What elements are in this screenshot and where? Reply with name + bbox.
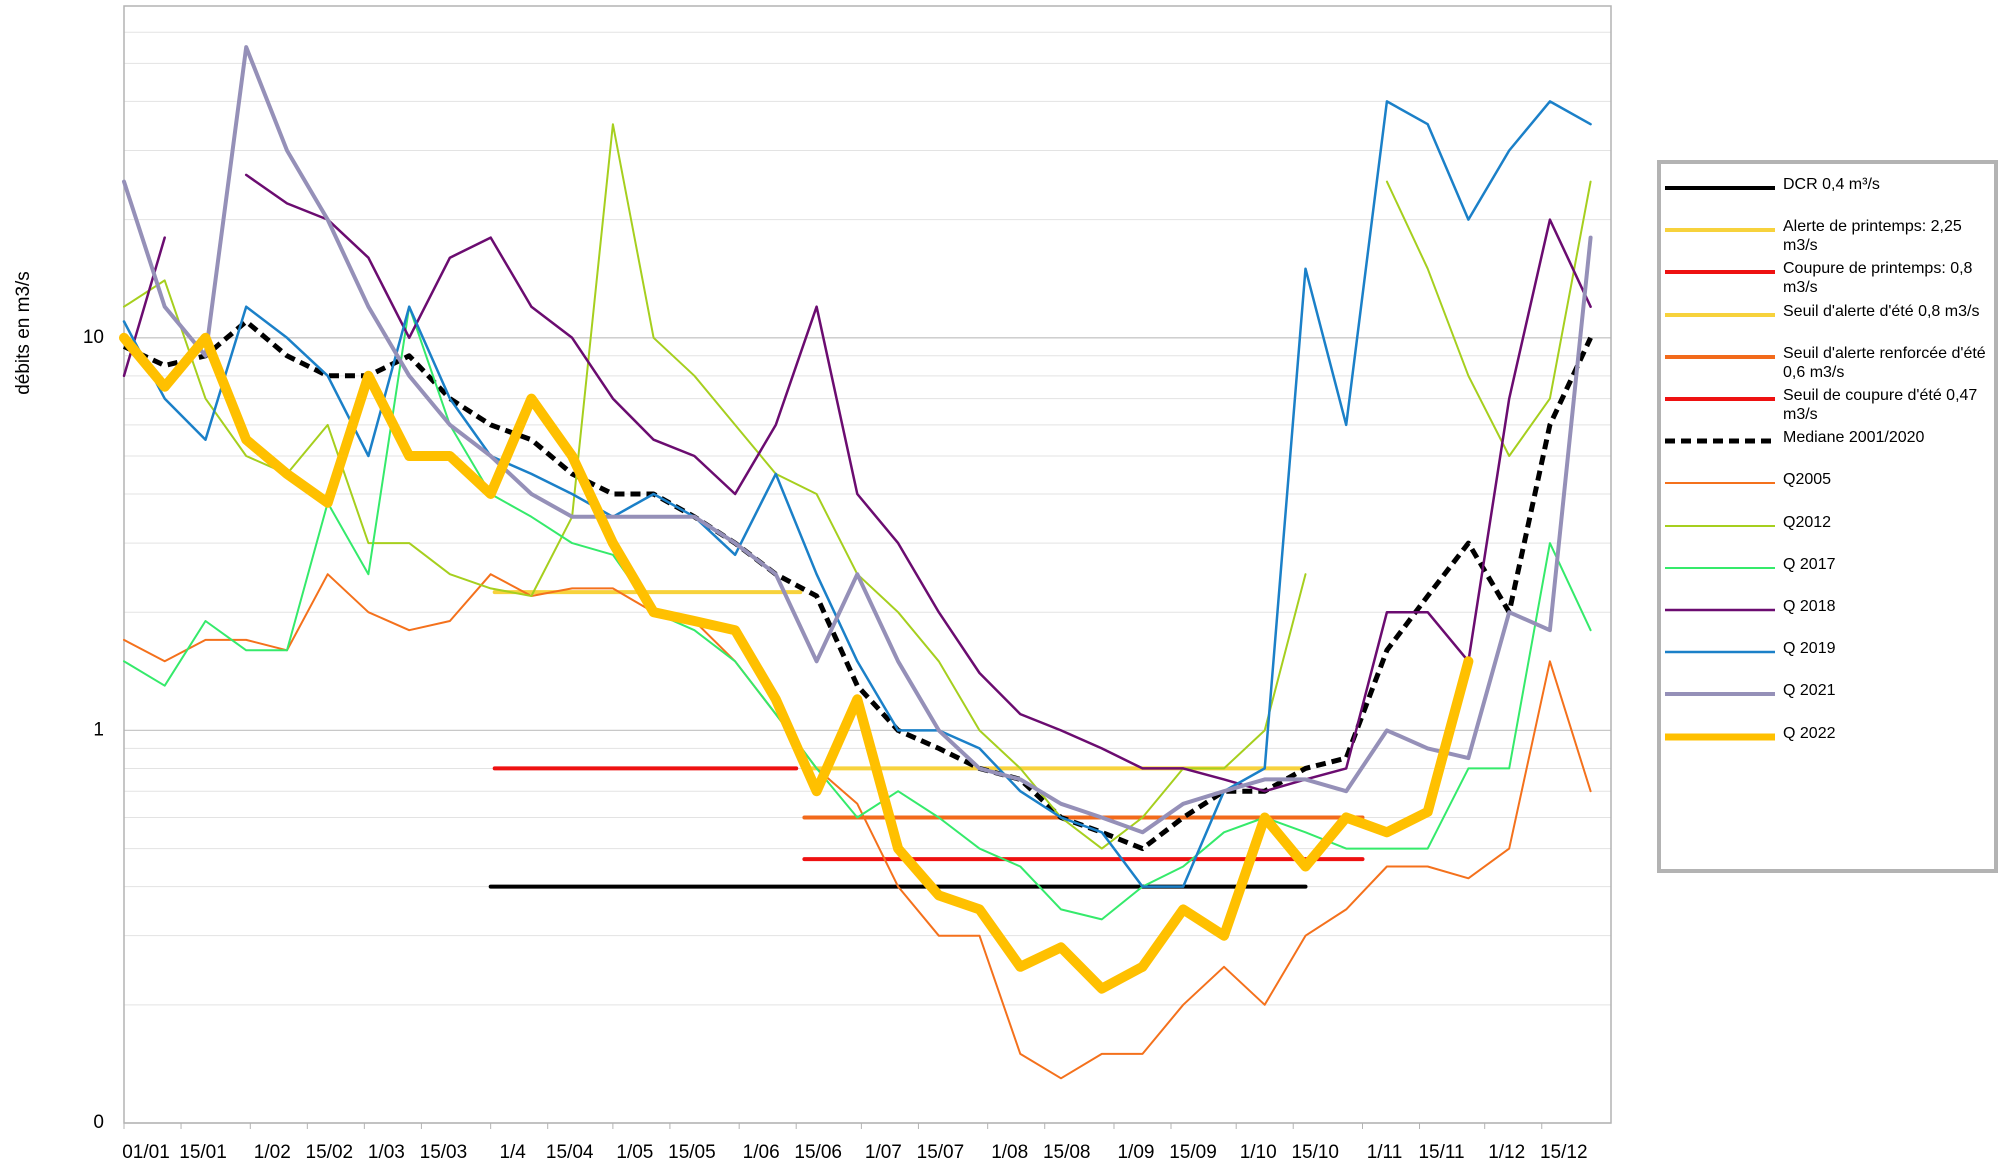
series-line (123, 305, 1592, 921)
legend-item: Coupure de printemps: 0,8 m3/s (1665, 260, 1990, 297)
legend-swatch (1665, 186, 1775, 190)
legend-swatch (1665, 438, 1775, 444)
legend-label: Q 2018 (1783, 598, 1836, 615)
legend-item: Mediane 2001/2020 (1665, 429, 1990, 447)
series-line (122, 100, 1592, 888)
x-tick-label: 15/11 (1418, 1142, 1464, 1163)
legend-label: Coupure de printemps: 0,8 m3/s (1783, 260, 1973, 297)
legend-item: Seuil d'alerte renforcée d'été 0,6 m3/s (1665, 345, 1990, 382)
x-tick-label: 15/08 (1043, 1142, 1091, 1163)
legend-swatch (1665, 482, 1775, 485)
legend-item: Q 2019 (1665, 640, 1990, 658)
series-line (123, 573, 1592, 1080)
legend-swatch (1665, 312, 1775, 317)
legend-label: Q 2017 (1783, 555, 1836, 573)
legend-item: Q2012 (1665, 514, 1990, 532)
x-tick-label: 1/05 (616, 1142, 653, 1163)
legend-label: DCR 0,4 m³/s (1783, 176, 1880, 193)
legend-label: Seuil de coupure d'été 0,47 m3/s (1783, 387, 1978, 423)
legend-item: Q 2017 (1665, 556, 1990, 574)
x-tick-label: 1/06 (743, 1142, 780, 1163)
x-tick-label: 1/10 (1240, 1142, 1277, 1163)
legend: DCR 0,4 m³/s Alerte de printemps: 2,25 m3… (1657, 160, 1998, 873)
legend-label: Seuil d'alerte renforcée d'été 0,6 m3/s (1783, 344, 1986, 381)
legend-label: Q 2022 (1783, 724, 1836, 742)
legend-label: Seuil d'alerte d'été 0,8 m3/s (1783, 302, 1980, 320)
x-tick-label: 1/08 (991, 1142, 1028, 1163)
legend-item: Q2005 (1665, 471, 1990, 489)
x-tick-label: 15/07 (917, 1142, 965, 1163)
x-tick-label: 15/01 (179, 1142, 227, 1163)
x-tick-label: 15/09 (1169, 1142, 1217, 1163)
legend-label: Q 2021 (1783, 682, 1836, 700)
legend-swatch (1665, 650, 1775, 654)
legend-item: DCR 0,4 m³/s (1665, 176, 1990, 194)
x-tick-label: 1/12 (1488, 1142, 1525, 1163)
legend-item: Seuil d'alerte d'été 0,8 m3/s (1665, 303, 1990, 321)
legend-label: Alerte de printemps: 2,25 m3/s (1783, 218, 1962, 255)
y-tick-label: 0 (93, 1112, 104, 1133)
x-tick-label: 1/02 (254, 1142, 291, 1163)
x-tick-label: 1/11 (1367, 1142, 1403, 1163)
legend-item: Q 2021 (1665, 682, 1990, 700)
plot-frame (123, 5, 1612, 1124)
legend-item: Q 2022 (1665, 725, 1990, 743)
series-line (122, 45, 1593, 835)
chart: débits en m3/s 0 1 10 01/01 15/01 1/02 15/02 1/… (13, 5, 1612, 1163)
legend-swatch (1665, 397, 1775, 401)
legend-swatch (1665, 692, 1775, 697)
x-tick-label: 1/07 (865, 1142, 902, 1163)
y-axis-label: débits en m3/s (13, 271, 34, 395)
x-tick-label: 01/01 (122, 1142, 170, 1163)
x-tick-label: 15/04 (546, 1142, 594, 1163)
x-tick-label: 15/03 (420, 1142, 468, 1163)
x-tick-label: 1/09 (1117, 1142, 1154, 1163)
x-tick-label: 15/06 (794, 1142, 842, 1163)
x-tick-label: 15/02 (306, 1142, 354, 1163)
legend-swatch (1665, 608, 1775, 612)
x-tick-label: 15/05 (668, 1142, 716, 1163)
x-tick-label: 15/12 (1540, 1142, 1588, 1163)
legend-swatch (1665, 270, 1775, 275)
legend-label: Q 2019 (1783, 640, 1836, 658)
x-tick-label: 15/10 (1291, 1142, 1339, 1163)
legend-swatch (1665, 354, 1775, 359)
y-tick-label: 1 (93, 719, 104, 740)
legend-item: Alerte de printemps: 2,25 m3/s (1665, 218, 1990, 255)
legend-label: Q2005 (1783, 471, 1832, 489)
legend-swatch (1665, 733, 1775, 741)
legend-swatch (1665, 524, 1775, 527)
legend-swatch (1665, 228, 1775, 233)
x-tick-label: 1/03 (368, 1142, 405, 1163)
legend-item: Seuil de coupure d'été 0,47 m3/s (1665, 387, 1990, 424)
legend-label: Mediane 2001/2020 (1783, 429, 1925, 447)
x-tick-label: 1/4 (499, 1142, 526, 1163)
y-tick-label: 10 (83, 327, 104, 348)
legend-label: Q2012 (1783, 513, 1832, 531)
legend-swatch (1665, 566, 1775, 569)
legend-item: Q 2018 (1665, 598, 1990, 616)
series-line (119, 332, 1474, 994)
